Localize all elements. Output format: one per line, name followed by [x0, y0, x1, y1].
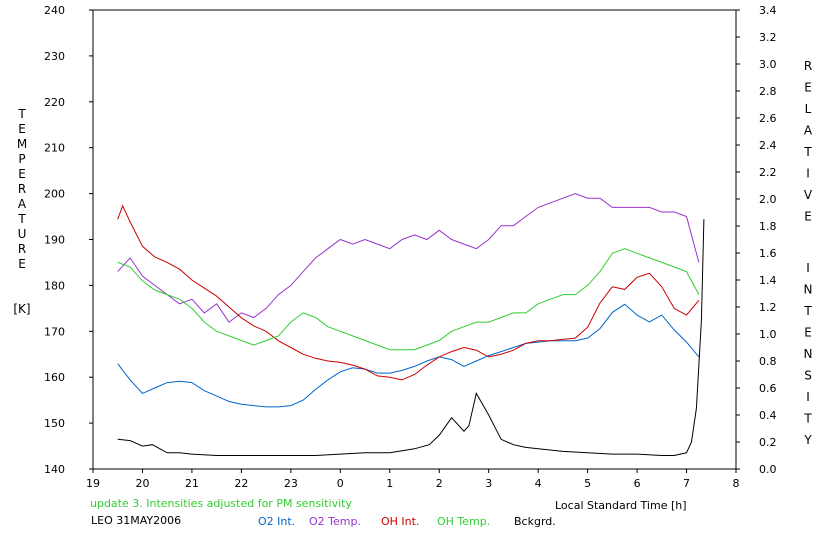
y-right-tick-label: 1.8: [759, 220, 777, 233]
y-left-tick-label: 240: [44, 4, 65, 17]
y-right-tick-label: 0.6: [759, 382, 777, 395]
series-line-oh-int: [117, 204, 700, 381]
x-tick-label: 7: [683, 477, 690, 490]
y-right-axis-label-letter: T: [803, 304, 812, 318]
y-right-axis-label-letter: I: [806, 167, 810, 181]
y-left-axis-label-letter: T: [17, 107, 26, 121]
x-tick-label: 4: [535, 477, 542, 490]
y-right-tick-label: 1.0: [759, 328, 777, 341]
y-left-axis-label-letter: E: [18, 257, 26, 271]
y-right-axis-label-letter: I: [806, 390, 810, 404]
y-left-axis-label-letter: M: [17, 137, 27, 151]
y-right-tick-label: 0.2: [759, 436, 777, 449]
y-right-tick-label: 2.0: [759, 193, 777, 206]
y-right-tick-label: 0.8: [759, 355, 777, 368]
y-left-tick-label: 140: [44, 463, 65, 476]
y-right-axis-label-letter: N: [804, 283, 813, 297]
y-left-axis-label-letter: E: [18, 167, 26, 181]
y-right-tick-label: 1.4: [759, 274, 777, 287]
x-tick-label: 3: [485, 477, 492, 490]
y-left-axis-unit: [K]: [13, 302, 30, 316]
y-right-axis-label-letter: T: [803, 412, 812, 426]
y-left-tick-label: 220: [44, 96, 65, 109]
x-tick-label: 2: [436, 477, 443, 490]
y-right-tick-label: 2.6: [759, 112, 777, 125]
y-right-axis-label-letter: E: [804, 326, 812, 340]
legend-o2-int: O2 Int.: [258, 515, 296, 528]
legend-bckgrd: Bckgrd.: [514, 515, 556, 528]
y-right-axis-label-letter: I: [806, 261, 810, 275]
y-left-tick-label: 150: [44, 417, 65, 430]
x-tick-label: 21: [185, 477, 199, 490]
x-tick-label: 8: [733, 477, 740, 490]
station-date: LEO 31MAY2006: [91, 514, 182, 527]
y-right-tick-label: 0.0: [759, 463, 777, 476]
y-left-axis-label-letter: T: [17, 212, 26, 226]
y-left-tick-label: 180: [44, 279, 65, 292]
y-right-axis-label-letter: T: [803, 145, 812, 159]
y-right-axis-label-letter: L: [805, 102, 812, 116]
y-left-axis-label-letter: R: [18, 182, 26, 196]
y-right-axis-label-letter: N: [804, 347, 813, 361]
y-left-axis-label-letter: P: [18, 152, 25, 166]
y-right-tick-label: 3.0: [759, 58, 777, 71]
x-tick-label: 5: [584, 477, 591, 490]
y-right-axis-label-letter: Y: [803, 433, 812, 447]
y-right-axis-label-letter: R: [804, 59, 812, 73]
y-right-axis-label-letter: S: [804, 369, 812, 383]
y-left-tick-label: 160: [44, 371, 65, 384]
y-right-tick-label: 3.2: [759, 31, 777, 44]
series-line-oh-temp: [117, 248, 700, 351]
y-right-tick-label: 2.8: [759, 85, 777, 98]
y-right-tick-label: 2.2: [759, 166, 777, 179]
x-tick-label: 23: [284, 477, 298, 490]
x-tick-label: 20: [135, 477, 149, 490]
y-left-axis-label-letter: A: [18, 197, 27, 211]
y-left-tick-label: 190: [44, 234, 65, 247]
plot-frame: [92, 9, 737, 470]
x-tick-label: 0: [337, 477, 344, 490]
y-right-tick-label: 1.2: [759, 301, 777, 314]
y-left-axis-label-letter: U: [18, 227, 27, 241]
x-tick-label: 22: [234, 477, 248, 490]
y-left-tick-label: 200: [44, 188, 65, 201]
x-tick-label: 19: [86, 477, 100, 490]
series-line-o2-temp: [117, 193, 700, 323]
y-right-tick-label: 2.4: [759, 139, 777, 152]
legend-oh-temp: OH Temp.: [437, 515, 491, 528]
legend-oh-int: OH Int.: [381, 515, 420, 528]
legend-o2-temp: O2 Temp.: [309, 515, 361, 528]
series-line-o2-int: [117, 303, 700, 408]
y-left-axis-label-letter: E: [18, 122, 26, 136]
y-right-axis-label-letter: E: [804, 81, 812, 95]
x-tick-label: 6: [634, 477, 641, 490]
y-right-axis-label-letter: E: [804, 210, 812, 224]
y-right-tick-label: 3.4: [759, 4, 777, 17]
y-left-tick-label: 170: [44, 325, 65, 338]
y-left-axis-label-letter: R: [18, 242, 26, 256]
y-left-tick-label: 210: [44, 142, 65, 155]
y-right-axis-label-letter: V: [804, 188, 813, 202]
y-right-tick-label: 0.4: [759, 409, 777, 422]
y-right-axis-label-letter: A: [804, 124, 813, 138]
chart-note: update 3. Intensities adjusted for PM se…: [90, 497, 352, 510]
x-tick-label: 1: [386, 477, 393, 490]
y-left-tick-label: 230: [44, 50, 65, 63]
x-axis-label: Local Standard Time [h]: [555, 499, 687, 512]
series-line-bckgrd: [117, 219, 705, 456]
y-right-tick-label: 1.6: [759, 247, 777, 260]
